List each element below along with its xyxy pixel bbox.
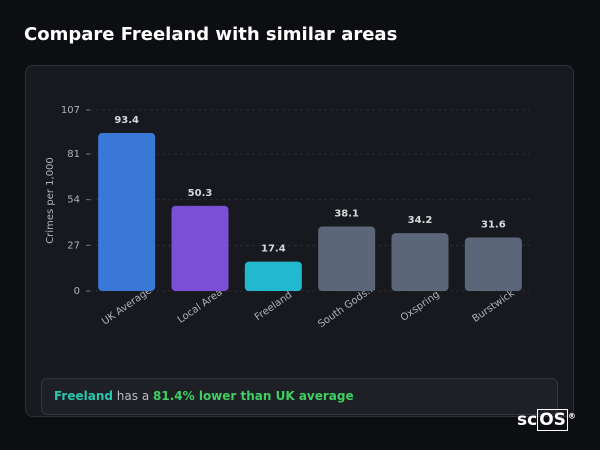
- y-tick-label: 81: [67, 149, 80, 160]
- bar: [244, 261, 302, 291]
- bar: [318, 226, 376, 291]
- x-tick-label: UK Average: [100, 285, 154, 327]
- x-tick-label: Freeland: [253, 290, 294, 324]
- value-label: 34.2: [408, 215, 433, 226]
- x-tick-label: Oxspring: [399, 289, 442, 324]
- value-label: 93.4: [114, 115, 139, 126]
- logo: sc OS ®: [517, 409, 576, 431]
- summary-text: has a: [116, 389, 150, 403]
- bar: [98, 133, 156, 291]
- summary-highlight: 81.4% lower than UK average: [153, 389, 354, 403]
- value-label: 31.6: [481, 220, 506, 231]
- bar: [464, 237, 522, 291]
- y-axis-label: Crimes per 1,000: [45, 157, 56, 244]
- value-label: 50.3: [188, 188, 213, 199]
- summary-area: Freeland: [54, 389, 113, 403]
- bar: [171, 205, 229, 291]
- bar: [391, 233, 449, 291]
- y-tick-label: 0: [74, 286, 80, 297]
- x-tick-label: Local Area: [176, 287, 225, 326]
- logo-mark: ®: [567, 411, 576, 421]
- page-title: Compare Freeland with similar areas: [24, 24, 398, 45]
- y-tick-label: 107: [61, 105, 80, 116]
- y-tick-label: 54: [67, 195, 80, 206]
- summary: Freeland has a 81.4% lower than UK avera…: [41, 378, 558, 415]
- logo-text: sc: [517, 410, 538, 430]
- x-tick-label: Burstwick: [471, 288, 517, 325]
- logo-boxed: OS: [537, 409, 568, 431]
- y-tick-label: 27: [67, 240, 80, 251]
- value-label: 17.4: [261, 244, 286, 255]
- value-label: 38.1: [334, 209, 359, 220]
